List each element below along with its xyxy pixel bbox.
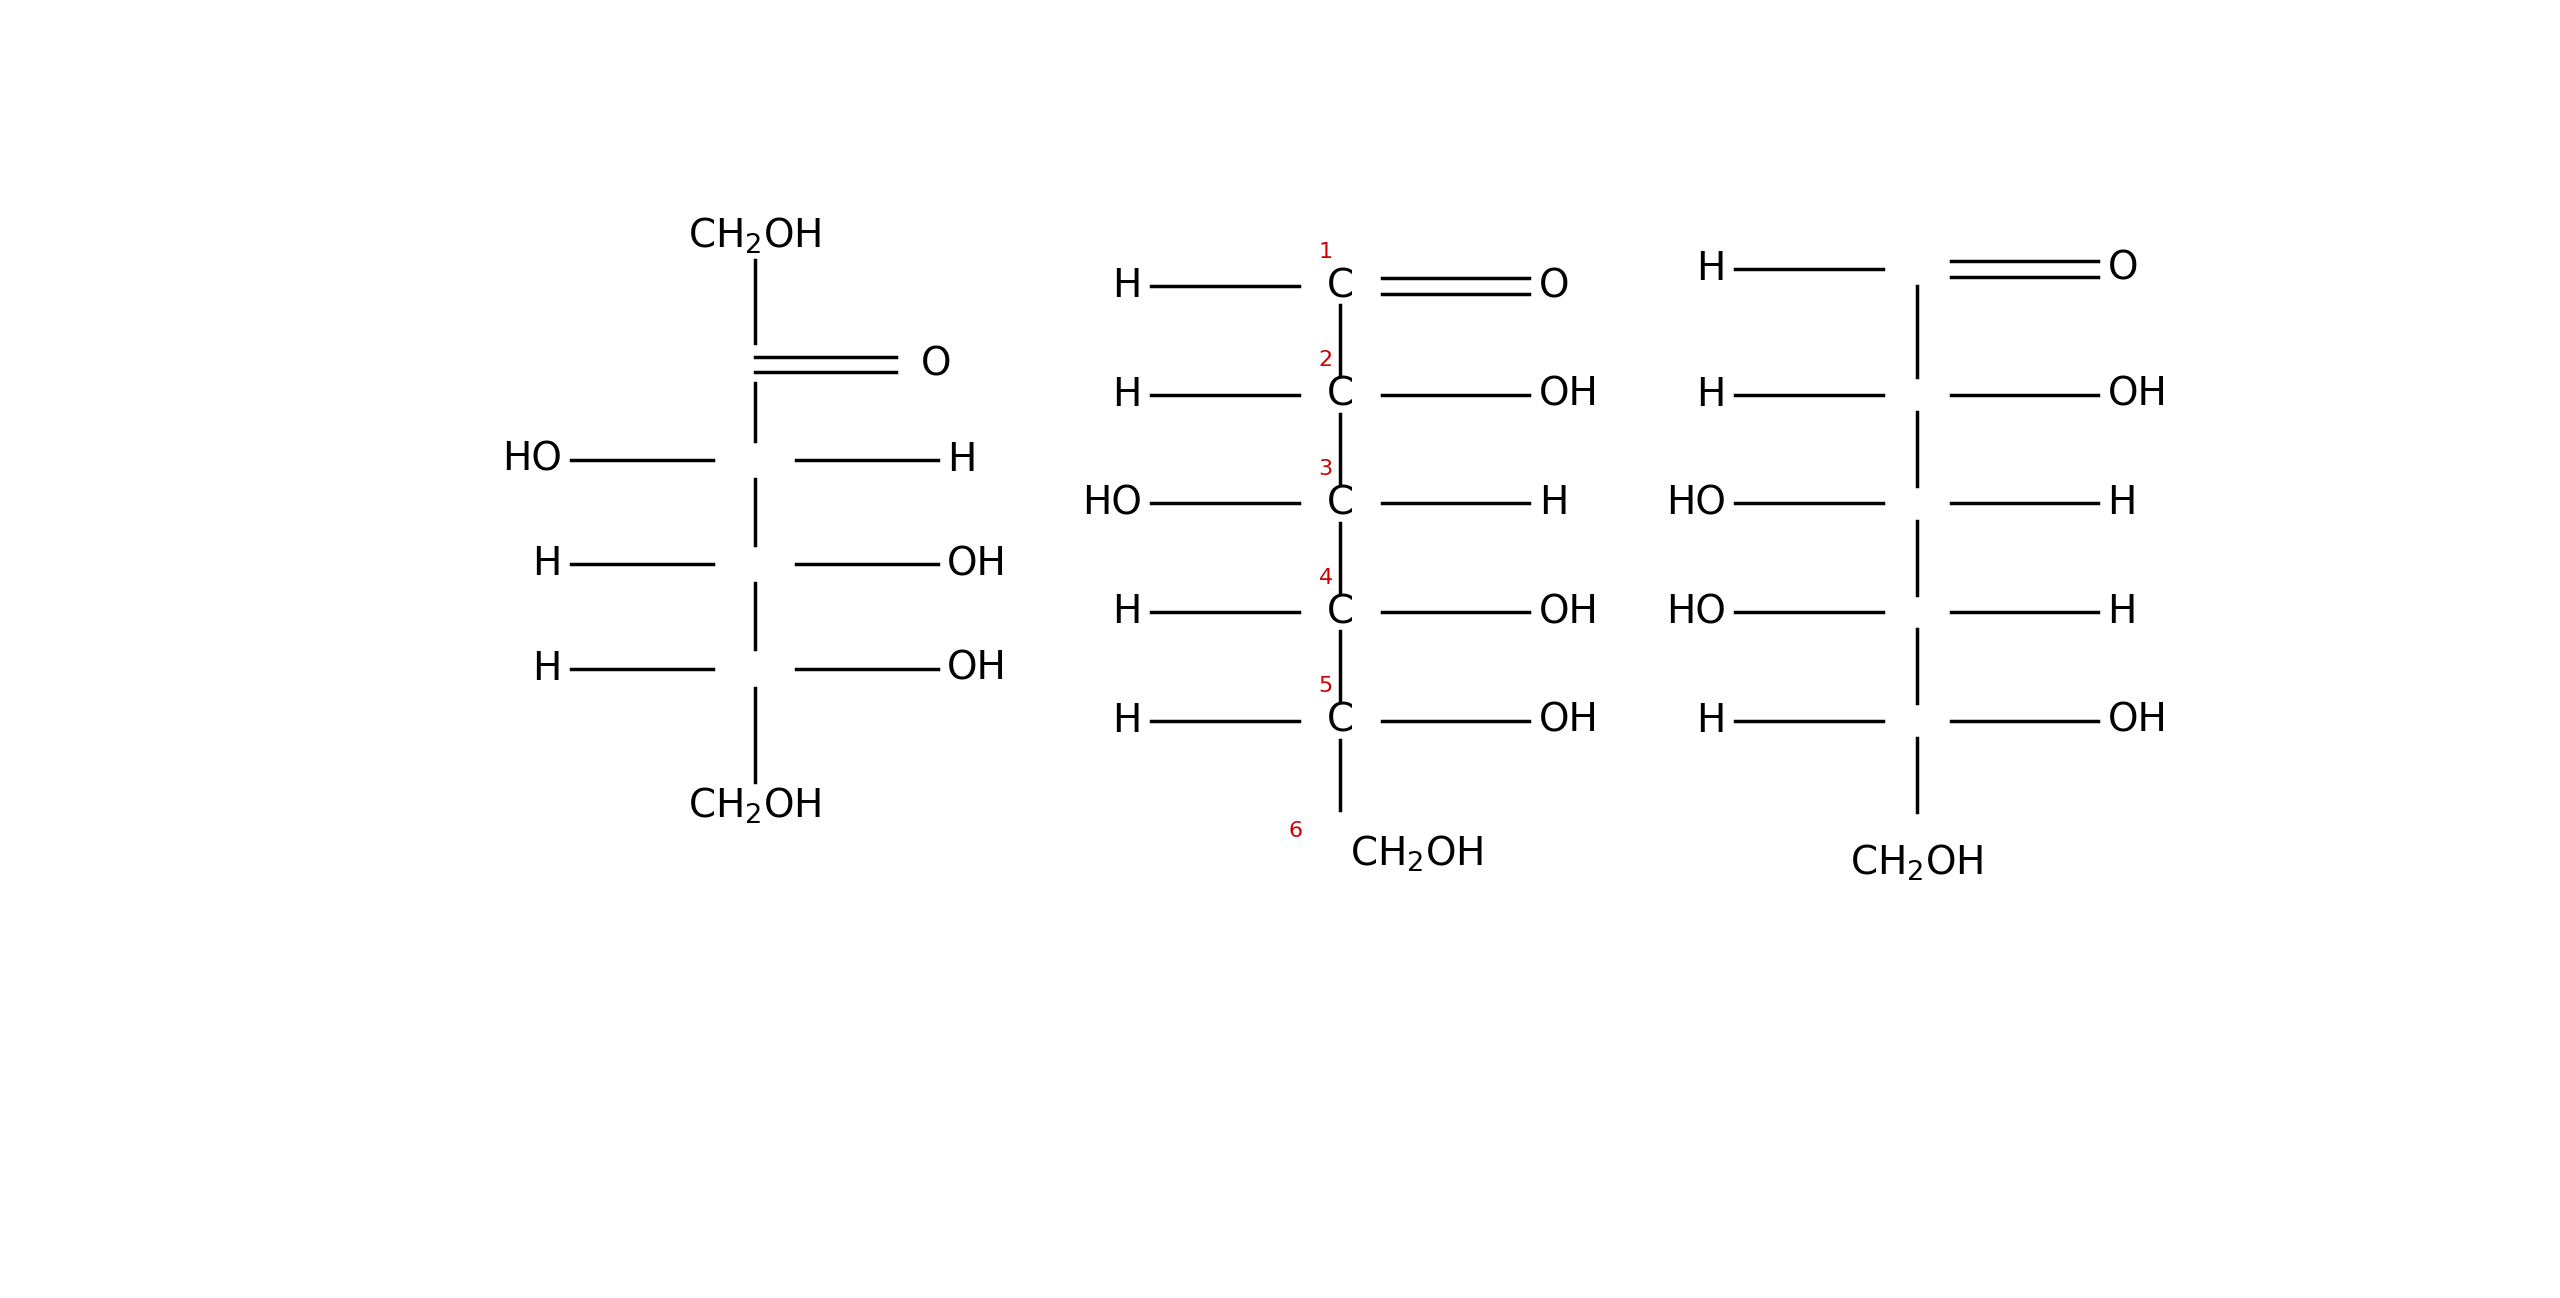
- Text: H: H: [1539, 484, 1569, 522]
- Text: 1: 1: [1318, 241, 1334, 262]
- Text: H: H: [1697, 375, 1725, 414]
- Text: H: H: [1697, 702, 1725, 740]
- Text: C: C: [1326, 593, 1354, 631]
- Text: O: O: [1539, 267, 1569, 305]
- Text: CH$_2$OH: CH$_2$OH: [689, 215, 822, 256]
- Text: H: H: [1114, 593, 1142, 631]
- Text: H: H: [1114, 702, 1142, 740]
- Text: C: C: [1326, 267, 1354, 305]
- Text: O: O: [922, 345, 952, 383]
- Text: H: H: [1697, 249, 1725, 288]
- Text: H: H: [1114, 267, 1142, 305]
- Text: OH: OH: [947, 545, 1006, 583]
- Text: H: H: [947, 441, 978, 479]
- Text: 4: 4: [1318, 567, 1334, 588]
- Text: H: H: [2107, 593, 2138, 631]
- Text: 3: 3: [1318, 459, 1334, 479]
- Text: 5: 5: [1318, 676, 1334, 696]
- Text: OH: OH: [1539, 593, 1597, 631]
- Text: CH$_2$OH: CH$_2$OH: [689, 785, 822, 826]
- Text: H: H: [532, 545, 561, 583]
- Text: OH: OH: [947, 649, 1006, 688]
- Text: CH$_2$OH: CH$_2$OH: [1851, 842, 1984, 883]
- Text: H: H: [2107, 484, 2138, 522]
- Text: OH: OH: [2107, 702, 2168, 740]
- Text: OH: OH: [1539, 375, 1597, 414]
- Text: OH: OH: [2107, 375, 2168, 414]
- Text: HO: HO: [1083, 484, 1142, 522]
- Text: C: C: [1326, 375, 1354, 414]
- Text: C: C: [1326, 484, 1354, 522]
- Text: C: C: [1326, 702, 1354, 740]
- Text: O: O: [2107, 249, 2138, 288]
- Text: H: H: [1114, 375, 1142, 414]
- Text: 6: 6: [1288, 820, 1303, 841]
- Text: HO: HO: [502, 441, 561, 479]
- Text: 2: 2: [1318, 350, 1334, 370]
- Text: H: H: [532, 649, 561, 688]
- Text: HO: HO: [1667, 484, 1725, 522]
- Text: OH: OH: [1539, 702, 1597, 740]
- Text: HO: HO: [1667, 593, 1725, 631]
- Text: CH$_2$OH: CH$_2$OH: [1349, 833, 1482, 874]
